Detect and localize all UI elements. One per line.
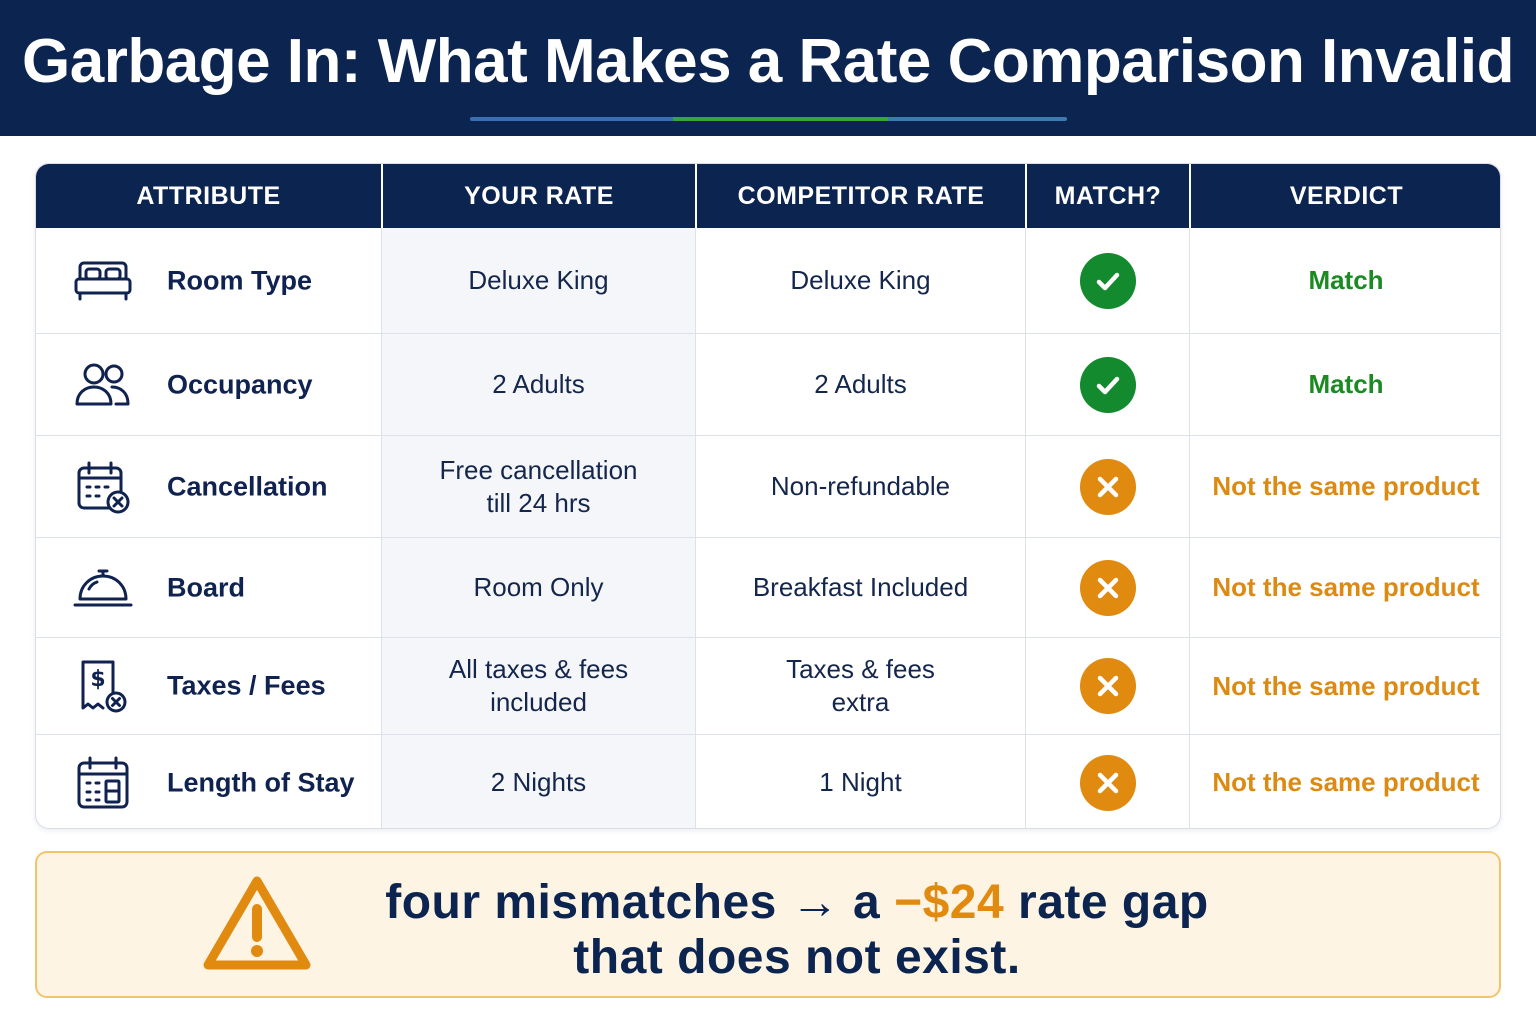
summary-line-1: four mismatches → a −$24 rate gap xyxy=(385,876,1209,929)
attribute-label: Cancellation xyxy=(167,471,328,501)
receipt-dollar-icon: $ xyxy=(72,659,134,713)
your-rate-value: Room Only xyxy=(381,538,695,637)
verdict-value: Match xyxy=(1189,228,1500,333)
competitor-rate-value: 2 Adults xyxy=(695,334,1025,435)
attribute-label: Occupancy xyxy=(167,369,313,399)
check-icon xyxy=(1079,252,1136,309)
verdict-value: Not the same product xyxy=(1189,538,1500,637)
rate-gap-value: −$24 xyxy=(894,876,1005,929)
x-icon xyxy=(1079,559,1136,616)
check-icon xyxy=(1079,356,1136,413)
calendar-cancel-icon xyxy=(72,460,134,514)
summary-text: four mismatches → a −$24 rate gap that d… xyxy=(317,875,1277,985)
summary-line-2: that does not exist. xyxy=(573,931,1021,984)
verdict-value: Not the same product xyxy=(1189,735,1500,828)
bed-icon xyxy=(72,254,134,308)
verdict-value: Match xyxy=(1189,334,1500,435)
x-icon xyxy=(1079,658,1136,714)
users-icon xyxy=(72,358,134,412)
your-rate-value: Free cancellation till 24 hrs xyxy=(381,436,695,537)
verdict-value: Not the same product xyxy=(1189,436,1500,537)
your-rate-value: All taxes & fees included xyxy=(381,638,695,734)
title-underline xyxy=(470,117,1067,121)
svg-text:$: $ xyxy=(90,667,105,692)
table-row: $ Taxes / Fees All taxes & fees included… xyxy=(36,637,1500,734)
calendar-grid-icon xyxy=(72,756,134,810)
page-title: Garbage In: What Makes a Rate Comparison… xyxy=(22,27,1514,96)
x-icon xyxy=(1079,458,1136,515)
attribute-label: Length of Stay xyxy=(167,767,355,797)
table-row: Length of Stay 2 Nights 1 Night Not the … xyxy=(36,734,1500,828)
table-row: Cancellation Free cancellation till 24 h… xyxy=(36,435,1500,537)
your-rate-value: 2 Adults xyxy=(381,334,695,435)
table-row: Board Room Only Breakfast Included Not t… xyxy=(36,537,1500,637)
table-header: ATTRIBUTE YOUR RATE COMPETITOR RATE MATC… xyxy=(36,164,1500,228)
summary-callout: four mismatches → a −$24 rate gap that d… xyxy=(35,851,1501,998)
competitor-rate-value: Non-refundable xyxy=(695,436,1025,537)
comparison-table: ATTRIBUTE YOUR RATE COMPETITOR RATE MATC… xyxy=(35,163,1501,829)
verdict-value: Not the same product xyxy=(1189,638,1500,734)
competitor-rate-value: Breakfast Included xyxy=(695,538,1025,637)
cloche-icon xyxy=(72,561,134,615)
column-header-match: MATCH? xyxy=(1025,164,1189,228)
column-header-your-rate: YOUR RATE xyxy=(381,164,695,228)
competitor-rate-value: Taxes & fees extra xyxy=(695,638,1025,734)
competitor-rate-value: 1 Night xyxy=(695,735,1025,828)
warning-icon xyxy=(202,873,312,973)
column-header-attribute: ATTRIBUTE xyxy=(136,182,281,210)
x-icon xyxy=(1079,754,1136,811)
column-header-competitor-rate: COMPETITOR RATE xyxy=(695,164,1025,228)
your-rate-value: 2 Nights xyxy=(381,735,695,828)
attribute-label: Taxes / Fees xyxy=(167,670,326,701)
table-row: Room Type Deluxe King Deluxe King Match xyxy=(36,228,1500,333)
attribute-label: Room Type xyxy=(167,265,313,295)
your-rate-value: Deluxe King xyxy=(381,228,695,333)
table-row: Occupancy 2 Adults 2 Adults Match xyxy=(36,333,1500,435)
competitor-rate-value: Deluxe King xyxy=(695,228,1025,333)
attribute-label: Board xyxy=(167,572,246,602)
page-header: Garbage In: What Makes a Rate Comparison… xyxy=(0,0,1536,136)
column-header-verdict: VERDICT xyxy=(1189,164,1500,228)
